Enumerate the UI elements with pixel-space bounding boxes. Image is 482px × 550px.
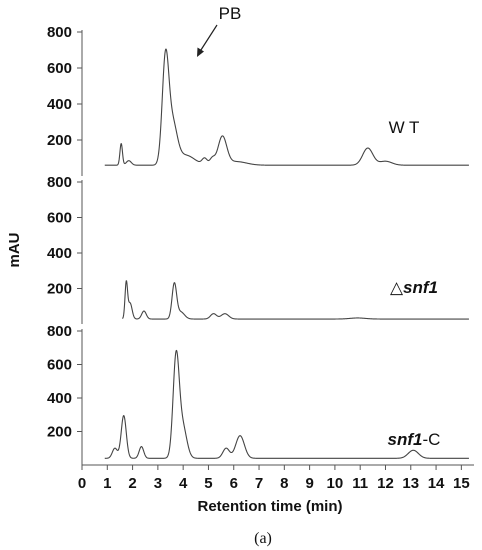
chromatogram-trace-panel-2 xyxy=(122,280,470,320)
x-tick-label: 13 xyxy=(402,475,419,492)
figure-caption: (a) xyxy=(254,530,272,547)
annotation-label: PB xyxy=(219,4,242,23)
trace-label-panel-2: △snf1 xyxy=(390,278,438,297)
x-tick-label: 15 xyxy=(453,475,470,492)
trace-label-panel-1: W T xyxy=(389,118,420,137)
y-tick-label: 800 xyxy=(47,24,72,41)
x-tick-label: 4 xyxy=(179,475,188,492)
y-tick-label: 600 xyxy=(47,357,72,374)
y-tick-label: 800 xyxy=(47,323,72,340)
x-tick-label: 6 xyxy=(230,475,238,492)
x-tick-label: 10 xyxy=(327,475,344,492)
x-tick-label: 0 xyxy=(78,475,86,492)
y-tick-label: 400 xyxy=(47,390,72,407)
labels-group: W T △snf1 snf1-C xyxy=(388,118,441,449)
x-tick-label: 9 xyxy=(305,475,313,492)
y-axis-title: mAU xyxy=(6,232,23,267)
y-tick-label: 400 xyxy=(47,245,72,262)
y-tick-label: 200 xyxy=(47,424,72,441)
y-tick-label: 200 xyxy=(47,132,72,149)
traces-group xyxy=(104,48,470,459)
x-tick-label: 11 xyxy=(352,475,368,492)
chromatogram-trace-panel-1 xyxy=(104,48,470,166)
x-tick-label: 1 xyxy=(103,475,111,492)
x-tick-label: 5 xyxy=(204,475,212,492)
trace-label-panel-3: snf1-C xyxy=(388,430,441,449)
x-tick-label: 7 xyxy=(255,475,263,492)
y-tick-label: 200 xyxy=(47,281,72,298)
annotation-arrow-head xyxy=(197,47,204,57)
x-tick-label: 14 xyxy=(428,475,445,492)
chromatogram-trace-panel-3 xyxy=(104,349,470,459)
pb-annotation: PB xyxy=(197,4,241,57)
x-axis-title: Retention time (min) xyxy=(198,498,343,515)
y-tick-label: 600 xyxy=(47,210,72,227)
x-tick-label: 12 xyxy=(377,475,394,492)
y-tick-label: 400 xyxy=(47,96,72,113)
x-tick-label: 8 xyxy=(280,475,288,492)
y-tick-label: 800 xyxy=(47,174,72,191)
x-tick-label: 2 xyxy=(128,475,136,492)
x-tick-label: 3 xyxy=(154,475,162,492)
annotation-arrow-line xyxy=(198,24,218,54)
y-tick-label: 600 xyxy=(47,60,72,77)
